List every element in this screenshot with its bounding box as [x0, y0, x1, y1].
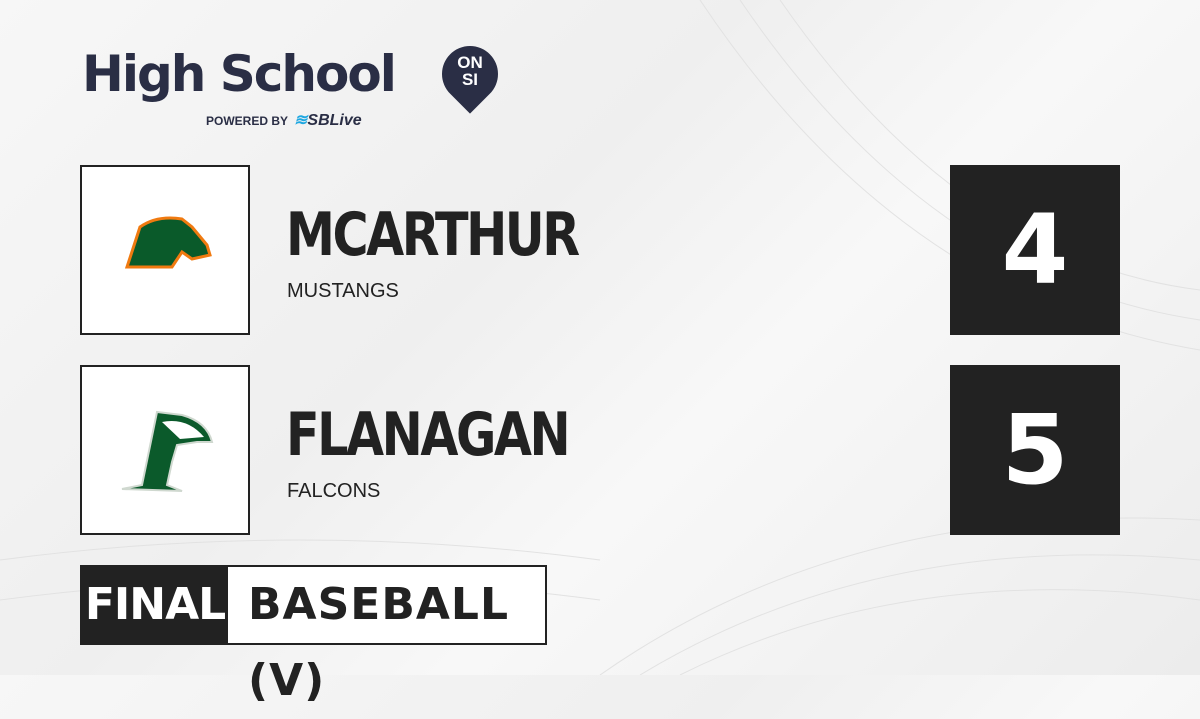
team-mascot-home: MUSTANGS	[287, 280, 399, 302]
score-home: 4	[950, 165, 1120, 335]
mustang-logo	[124, 216, 212, 269]
team-name-away: FLANAGAN	[286, 400, 571, 470]
on-si-badge: ON SI	[457, 53, 483, 89]
sport-label: BASEBALL (V)	[248, 579, 509, 706]
score-away: 5	[950, 365, 1120, 535]
team-logo-box-away	[80, 365, 250, 535]
sblive-logo: ≋SBLive	[294, 112, 362, 129]
team-mascot-away: FALCONS	[287, 480, 381, 502]
powered-by: POWERED BY ≋SBLive	[206, 112, 362, 129]
game-status-bar: FINAL BASEBALL (V)	[80, 565, 547, 706]
brand-title: High School	[82, 45, 397, 103]
team-name-home: MCARTHUR	[286, 200, 580, 270]
falcon-logo	[121, 410, 214, 492]
high-school-on-si-logo: High School ON SI POWERED BY ≋SBLive	[82, 34, 510, 129]
final-label: FINAL	[82, 567, 228, 643]
team-logo-box-home	[80, 165, 250, 335]
